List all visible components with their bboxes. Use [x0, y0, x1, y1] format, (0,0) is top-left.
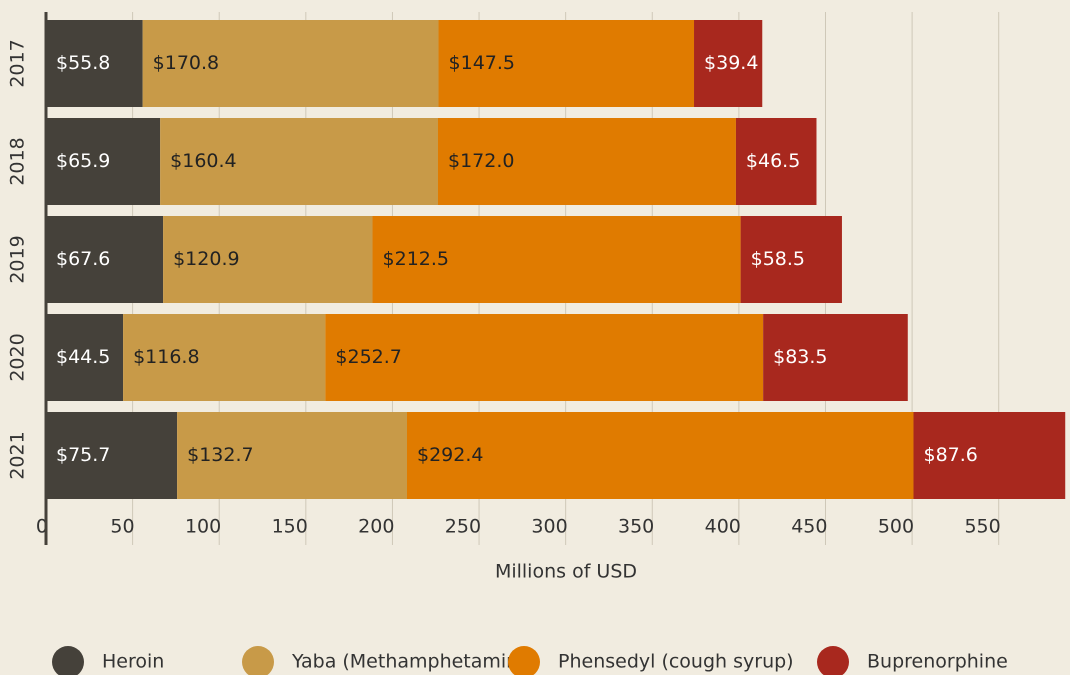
y-tick-label: 2017 [7, 39, 29, 87]
x-tick-label: 500 [878, 516, 914, 538]
bar-segment [123, 314, 326, 401]
value-label: $132.7 [187, 444, 253, 466]
bar-segment [46, 216, 164, 303]
x-tick-label: 550 [964, 516, 1000, 538]
legend-marker [817, 646, 849, 675]
legend-label: Yaba (Methamphetamine) [291, 651, 537, 673]
value-label: $75.7 [56, 444, 110, 466]
value-label: $292.4 [417, 444, 483, 466]
bar-segment [46, 20, 143, 107]
legend-marker [52, 646, 84, 675]
y-tick-label: 2021 [7, 431, 29, 479]
legend-marker [508, 646, 540, 675]
value-label: $65.9 [56, 150, 110, 172]
x-axis-label: Millions of USD [495, 561, 637, 583]
value-label: $67.6 [56, 248, 110, 270]
y-tick-label: 2020 [7, 333, 29, 381]
value-label: $55.8 [56, 52, 110, 74]
x-tick-label: 50 [110, 516, 134, 538]
bar-segment [913, 412, 1066, 499]
legend-label: Buprenorphine [867, 651, 1008, 673]
value-label: $39.4 [704, 52, 758, 74]
bar-segment [160, 118, 438, 205]
x-tick-label: 200 [358, 516, 394, 538]
bar-segment [46, 314, 124, 401]
bar-segment [735, 118, 817, 205]
value-label: $46.5 [746, 150, 800, 172]
value-label: $116.8 [133, 346, 199, 368]
x-tick-label: 300 [531, 516, 567, 538]
bar-segment [163, 216, 373, 303]
value-label: $83.5 [773, 346, 827, 368]
x-tick-label: 100 [185, 516, 221, 538]
value-label: $172.0 [448, 150, 514, 172]
bar-segment [437, 118, 736, 205]
value-label: $58.5 [751, 248, 805, 270]
x-tick-label: 150 [272, 516, 308, 538]
value-label: $252.7 [335, 346, 401, 368]
value-label: $120.9 [173, 248, 239, 270]
value-label: $170.8 [153, 52, 219, 74]
bar-segment [46, 118, 161, 205]
value-label: $147.5 [449, 52, 515, 74]
y-tick-label: 2018 [7, 137, 29, 185]
bar-segment [142, 20, 439, 107]
bar-segment [763, 314, 908, 401]
bar-segment [177, 412, 407, 499]
bar-segment [372, 216, 741, 303]
y-tick-label: 2019 [7, 235, 29, 283]
x-tick-label: 250 [445, 516, 481, 538]
bar-segment [46, 412, 178, 499]
value-label: $212.5 [383, 248, 449, 270]
legend-label: Phensedyl (cough syrup) [558, 651, 794, 673]
bar-segment [694, 20, 763, 107]
bar-segment [740, 216, 842, 303]
bar-segment [325, 314, 764, 401]
legend-label: Heroin [102, 651, 164, 673]
x-tick-label: 450 [791, 516, 827, 538]
value-label: $87.6 [923, 444, 977, 466]
x-tick-label: 400 [705, 516, 741, 538]
x-tick-label: 350 [618, 516, 654, 538]
value-label: $44.5 [56, 346, 110, 368]
bar-segment [406, 412, 914, 499]
bar-segment [438, 20, 695, 107]
value-label: $160.4 [170, 150, 236, 172]
legend-marker [242, 646, 274, 675]
